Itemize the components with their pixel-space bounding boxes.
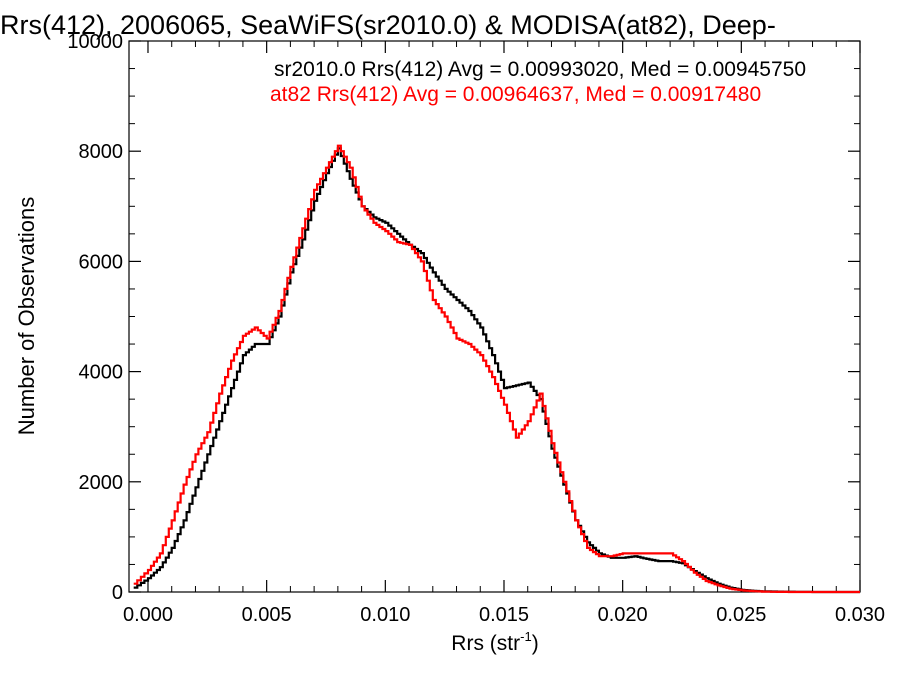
x-tick-label: 0.025: [716, 604, 766, 626]
y-tick-label: 4000: [79, 362, 124, 384]
y-tick-label: 8000: [79, 141, 124, 163]
x-tick-label: 0.010: [360, 604, 410, 626]
y-tick-label: 10000: [67, 31, 123, 53]
chart-title: Rrs(412), 2006065, SeaWiFS(sr2010.0) & M…: [0, 10, 776, 40]
x-tick-label: 0.015: [479, 604, 529, 626]
series-lines: [133, 144, 860, 594]
axis-ticks: [129, 40, 861, 593]
x-axis-label-main: Rrs (str: [451, 632, 520, 655]
x-axis-label-close: ): [532, 632, 539, 655]
y-tick-label: 6000: [79, 251, 124, 273]
axis-tick-labels: 0.000 0.005 0.010 0.015 0.020 0.025 0.030 0 2000…: [67, 31, 885, 626]
x-axis-label-superscript: -1: [520, 629, 532, 644]
x-tick-label: 0.000: [123, 604, 173, 626]
x-tick-label: 0.005: [242, 604, 292, 626]
annotation-at82: at82 Rrs(412) Avg = 0.00964637, Med = 0.…: [270, 83, 761, 106]
series-sr2010-line: [133, 147, 860, 594]
x-tick-label: 0.030: [835, 604, 885, 626]
x-axis-label: Rrs (str-1): [451, 629, 538, 655]
y-tick-label: 0: [112, 582, 123, 604]
series-at82-line: [133, 144, 860, 594]
y-axis-label: Number of Observations: [14, 197, 39, 435]
x-tick-label: 0.020: [598, 604, 648, 626]
plot-frame: [128, 40, 861, 593]
annotation-sr2010: sr2010.0 Rrs(412) Avg = 0.00993020, Med …: [274, 58, 806, 81]
y-tick-label: 2000: [79, 472, 124, 494]
